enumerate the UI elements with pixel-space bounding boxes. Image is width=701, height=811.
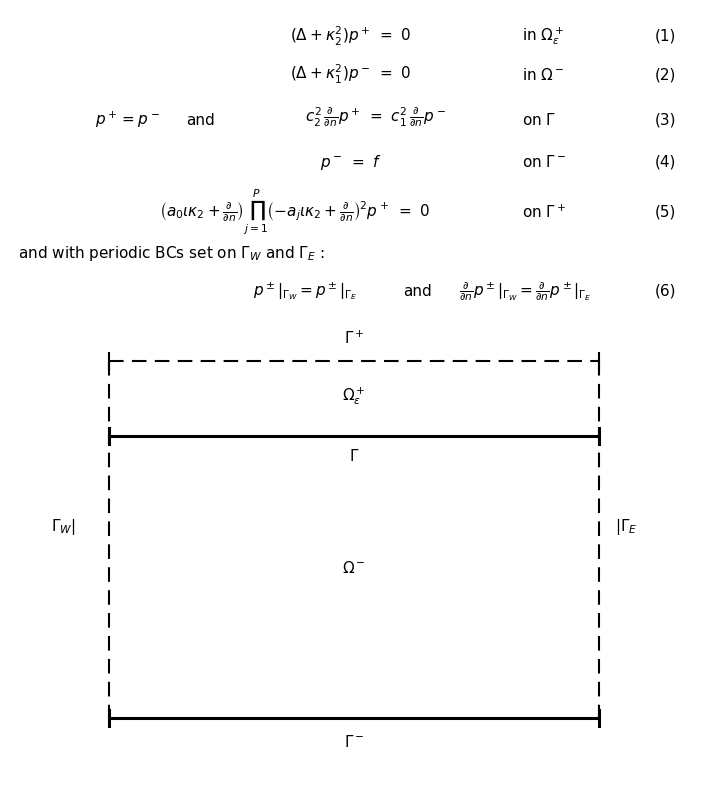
- Text: (5): (5): [655, 205, 676, 220]
- Text: and: and: [186, 113, 215, 127]
- Text: (6): (6): [655, 284, 676, 298]
- Text: $\Gamma^+$: $\Gamma^+$: [343, 330, 365, 347]
- Text: (4): (4): [655, 155, 676, 169]
- Text: $p^+ = p^-$: $p^+ = p^-$: [95, 109, 160, 131]
- Text: |$\Gamma_E$: |$\Gamma_E$: [615, 517, 638, 537]
- Text: on $\Gamma^+$: on $\Gamma^+$: [522, 204, 566, 221]
- Text: in $\Omega^-$: in $\Omega^-$: [522, 67, 565, 83]
- Text: in $\Omega_\epsilon^+$: in $\Omega_\epsilon^+$: [522, 26, 564, 47]
- Text: $\Gamma_W$|: $\Gamma_W$|: [51, 517, 76, 537]
- Text: on $\Gamma^-$: on $\Gamma^-$: [522, 154, 566, 170]
- Text: $\frac{\partial}{\partial n}p^\pm|_{\Gamma_W} = \frac{\partial}{\partial n}p^\pm: $\frac{\partial}{\partial n}p^\pm|_{\Gam…: [459, 280, 592, 303]
- Text: and with periodic BCs set on $\Gamma_W$ and $\Gamma_E$ :: and with periodic BCs set on $\Gamma_W$ …: [18, 243, 325, 263]
- Text: (1): (1): [655, 29, 676, 44]
- Text: $(\Delta + \kappa_2^2)p^+\ =\ 0$: $(\Delta + \kappa_2^2)p^+\ =\ 0$: [290, 25, 411, 48]
- Text: $p^-\ =\ f$: $p^-\ =\ f$: [320, 152, 381, 172]
- Text: $c_2^2\,\frac{\partial}{\partial n}p^+\ =\ c_1^2\,\frac{\partial}{\partial n}p^-: $c_2^2\,\frac{\partial}{\partial n}p^+\ …: [304, 105, 446, 130]
- Text: $\Omega^-$: $\Omega^-$: [342, 560, 366, 576]
- Text: (3): (3): [655, 113, 676, 127]
- Text: $\Gamma^-$: $\Gamma^-$: [343, 734, 365, 750]
- Text: (2): (2): [655, 67, 676, 82]
- Text: $p^\pm|_{\Gamma_W} = p^\pm|_{\Gamma_E}$: $p^\pm|_{\Gamma_W} = p^\pm|_{\Gamma_E}$: [253, 281, 357, 302]
- Text: $\left(a_0\iota\kappa_2 + \frac{\partial}{\partial n}\right)\prod_{j=1}^{P}\left: $\left(a_0\iota\kappa_2 + \frac{\partial…: [159, 188, 430, 237]
- Text: $(\Delta + \kappa_1^2)p^-\ =\ 0$: $(\Delta + \kappa_1^2)p^-\ =\ 0$: [290, 63, 411, 86]
- Text: $\Gamma$: $\Gamma$: [349, 448, 359, 464]
- Text: $\Omega_\epsilon^+$: $\Omega_\epsilon^+$: [342, 385, 366, 406]
- Text: on $\Gamma$: on $\Gamma$: [522, 112, 557, 128]
- Text: and: and: [403, 284, 432, 298]
